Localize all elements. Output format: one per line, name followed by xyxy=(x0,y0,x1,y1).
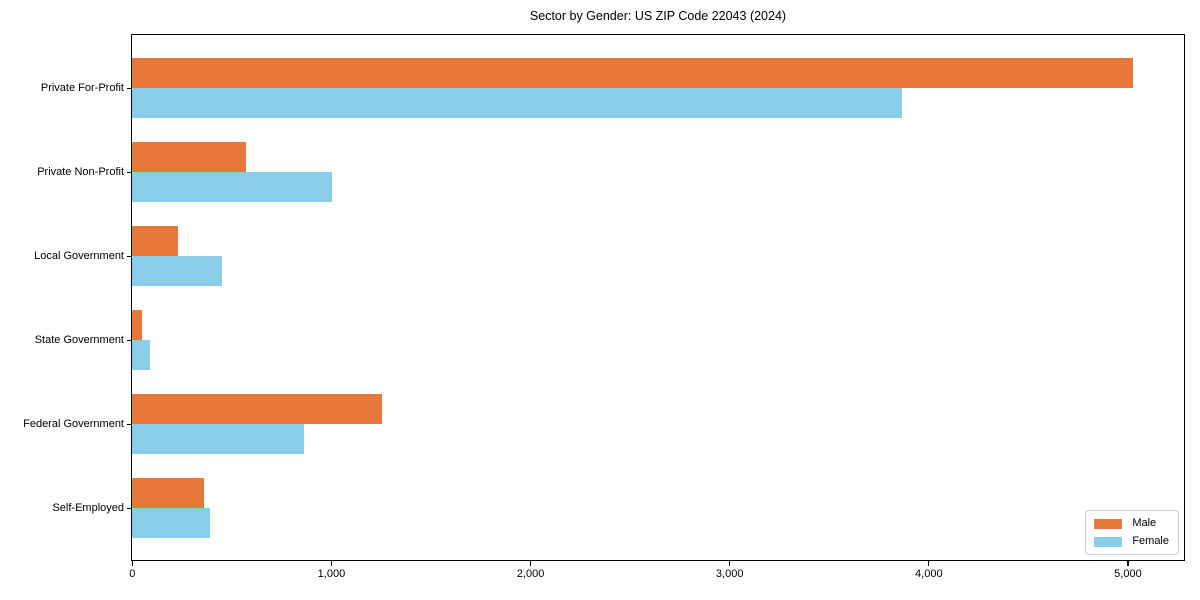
x-tick-label: 0 xyxy=(129,568,136,580)
legend-item-male: Male xyxy=(1094,517,1169,530)
bar-female-6 xyxy=(132,508,211,538)
bar-female-5 xyxy=(132,424,304,454)
x-tick-label: 1,000 xyxy=(317,568,346,580)
x-tick-label: 4,000 xyxy=(915,568,943,580)
female-legend-label: Female xyxy=(1132,535,1169,547)
bar-male-1 xyxy=(132,58,1133,88)
bar-female-4 xyxy=(132,340,151,370)
y-tick-label: Federal Government xyxy=(23,418,124,431)
y-tick-label: Private For-Profit xyxy=(40,82,124,95)
y-tick-label: Self-Employed xyxy=(52,502,124,515)
x-tick-label: 3,000 xyxy=(715,568,744,580)
y-tick-mark xyxy=(126,339,131,341)
y-tick-label: Private Non-Profit xyxy=(37,166,124,179)
male-legend-label: Male xyxy=(1132,517,1157,529)
x-tick-label: 5,000 xyxy=(1114,568,1142,580)
y-tick-mark xyxy=(126,87,131,89)
bar-male-3 xyxy=(132,226,178,256)
chart-title: Sector by Gender: US ZIP Code 22043 (202… xyxy=(529,9,787,23)
y-tick-label: Local Government xyxy=(34,250,124,263)
bar-female-2 xyxy=(132,172,332,202)
x-tick-mark xyxy=(131,561,133,566)
male-legend-swatch xyxy=(1094,518,1123,529)
x-tick-label: 2,000 xyxy=(516,568,545,580)
bar-male-4 xyxy=(132,310,143,340)
bar-female-1 xyxy=(132,88,902,118)
y-tick-mark xyxy=(126,507,131,509)
y-tick-mark xyxy=(126,423,131,425)
bar-male-5 xyxy=(132,394,382,424)
x-tick-mark xyxy=(729,561,731,566)
bar-female-3 xyxy=(132,256,222,286)
x-tick-mark xyxy=(928,561,930,566)
x-tick-mark xyxy=(330,561,333,566)
legend-item-female: Female xyxy=(1094,535,1169,548)
plot-area: Male Female xyxy=(131,34,1185,561)
y-tick-mark xyxy=(126,171,131,173)
y-tick-label: State Government xyxy=(34,334,124,347)
x-tick-mark xyxy=(1127,561,1129,566)
y-tick-mark xyxy=(126,255,131,257)
female-legend-swatch xyxy=(1094,536,1123,547)
legend: Male Female xyxy=(1085,510,1179,555)
x-tick-mark xyxy=(529,561,532,566)
bar-male-2 xyxy=(132,142,247,172)
bar-male-6 xyxy=(132,478,205,508)
